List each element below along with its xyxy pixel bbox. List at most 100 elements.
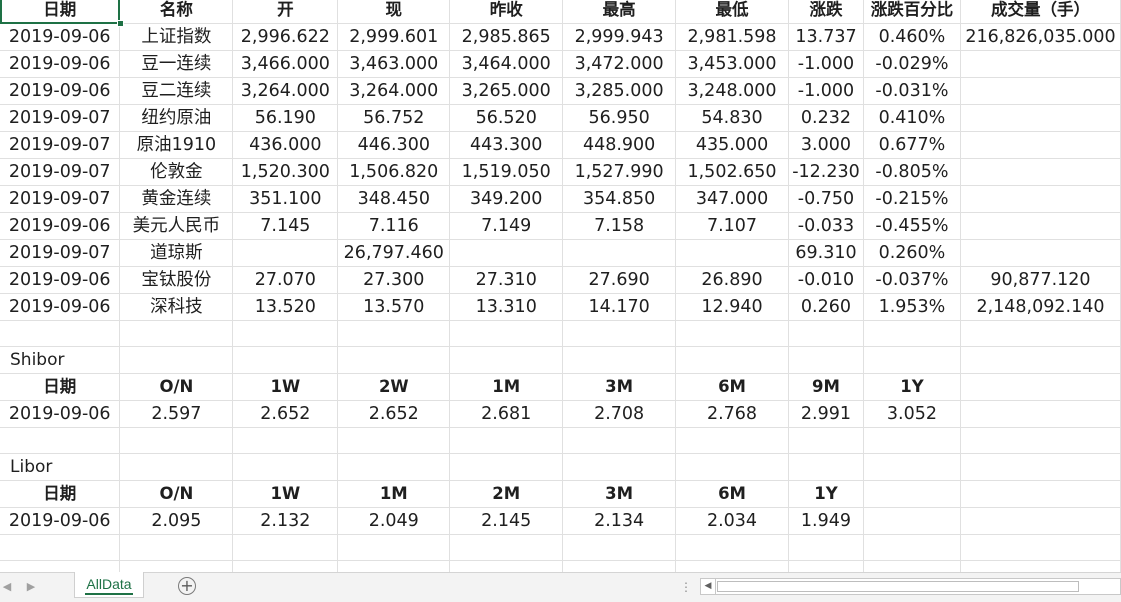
column-header[interactable]: 9M <box>788 373 864 401</box>
column-header[interactable]: 1M <box>337 480 451 508</box>
data-cell[interactable]: 446.300 <box>337 131 451 159</box>
data-cell[interactable]: 0.410% <box>863 104 961 132</box>
empty-cell[interactable] <box>788 320 864 347</box>
empty-cell[interactable] <box>863 427 961 454</box>
data-cell[interactable]: 7.107 <box>675 212 789 240</box>
data-cell[interactable]: 0.260 <box>788 293 864 321</box>
empty-cell[interactable] <box>960 346 1121 374</box>
empty-cell[interactable] <box>960 560 1121 572</box>
data-cell[interactable]: 13.310 <box>449 293 564 321</box>
empty-cell[interactable] <box>337 320 451 347</box>
column-header[interactable]: 日期 <box>0 373 121 401</box>
data-cell[interactable] <box>449 239 564 267</box>
data-cell[interactable]: 436.000 <box>232 131 339 159</box>
data-cell[interactable]: 1,520.300 <box>232 158 339 186</box>
data-cell[interactable]: 3.000 <box>788 131 864 159</box>
data-cell[interactable]: 13.520 <box>232 293 339 321</box>
data-cell[interactable]: 1.949 <box>788 507 864 535</box>
data-cell[interactable]: 27.310 <box>449 266 564 294</box>
spreadsheet-grid[interactable]: 日期 名称开现昨收 最高 最低 涨跌 涨跌百分比 成交量（手） 2019-09-06 上证指数 2… <box>0 0 1121 572</box>
data-cell[interactable]: 3,466.000 <box>232 50 339 78</box>
data-cell[interactable]: 2,985.865 <box>449 23 564 51</box>
data-cell[interactable]: 美元人民币 <box>119 212 234 240</box>
data-cell[interactable]: 13.737 <box>788 23 864 51</box>
empty-cell[interactable] <box>232 560 339 572</box>
data-cell[interactable]: -0.215% <box>863 185 961 213</box>
empty-cell[interactable] <box>119 320 234 347</box>
data-cell[interactable]: 黄金连续 <box>119 185 234 213</box>
data-cell[interactable]: -0.750 <box>788 185 864 213</box>
empty-cell[interactable] <box>449 560 564 572</box>
empty-cell[interactable] <box>337 534 451 561</box>
data-cell[interactable] <box>960 158 1121 186</box>
data-cell[interactable]: 2019-09-06 <box>0 212 121 240</box>
sheet-tab-alldata[interactable]: AllData <box>74 572 144 598</box>
data-cell[interactable]: 2.095 <box>119 507 234 535</box>
scrollbar-thumb[interactable] <box>717 581 1079 592</box>
data-cell[interactable]: 豆二连续 <box>119 77 234 105</box>
triangle-left-icon[interactable]: ◀ <box>701 579 716 594</box>
data-cell[interactable]: 26,797.460 <box>337 239 451 267</box>
column-header[interactable]: 最低 <box>675 0 789 24</box>
data-cell[interactable]: 上证指数 <box>119 23 234 51</box>
empty-cell[interactable] <box>788 560 864 572</box>
empty-cell[interactable] <box>232 320 339 347</box>
empty-cell[interactable] <box>562 320 677 347</box>
data-cell[interactable]: 3.052 <box>863 400 961 428</box>
section-title[interactable]: Shibor <box>0 346 121 374</box>
data-cell[interactable]: 2019-09-07 <box>0 239 121 267</box>
data-cell[interactable]: 27.690 <box>562 266 677 294</box>
column-header[interactable]: 1Y <box>788 480 864 508</box>
data-cell[interactable]: 2,999.943 <box>562 23 677 51</box>
empty-cell[interactable] <box>960 320 1121 347</box>
data-cell[interactable]: 216,826,035.000 <box>960 23 1121 51</box>
data-cell[interactable]: 7.116 <box>337 212 451 240</box>
empty-cell[interactable] <box>232 534 339 561</box>
data-cell[interactable] <box>960 50 1121 78</box>
data-cell[interactable] <box>960 131 1121 159</box>
data-cell[interactable]: 0.260% <box>863 239 961 267</box>
empty-cell[interactable] <box>960 427 1121 454</box>
empty-cell[interactable] <box>675 453 789 481</box>
chevron-right-icon[interactable]: ▶ <box>26 580 36 593</box>
data-cell[interactable]: 3,264.000 <box>337 77 451 105</box>
data-cell[interactable]: 0.677% <box>863 131 961 159</box>
data-cell[interactable]: 3,264.000 <box>232 77 339 105</box>
column-header[interactable]: O/N <box>119 373 234 401</box>
data-cell[interactable]: 3,472.000 <box>562 50 677 78</box>
data-cell[interactable]: 2,999.601 <box>337 23 451 51</box>
empty-cell[interactable] <box>863 507 961 535</box>
data-cell[interactable] <box>960 77 1121 105</box>
data-cell[interactable]: 0.460% <box>863 23 961 51</box>
empty-cell[interactable] <box>119 427 234 454</box>
data-cell[interactable]: 2.049 <box>337 507 451 535</box>
column-header[interactable]: 日期 <box>0 0 121 24</box>
data-cell[interactable]: 2019-09-06 <box>0 50 121 78</box>
empty-cell[interactable] <box>562 534 677 561</box>
data-cell[interactable] <box>960 185 1121 213</box>
data-cell[interactable]: -0.805% <box>863 158 961 186</box>
data-cell[interactable]: 2.034 <box>675 507 789 535</box>
column-header[interactable]: 1W <box>232 373 339 401</box>
data-cell[interactable]: -0.031% <box>863 77 961 105</box>
column-header[interactable]: 3M <box>562 373 677 401</box>
column-header[interactable]: 2W <box>337 373 451 401</box>
data-cell[interactable] <box>960 104 1121 132</box>
empty-cell[interactable] <box>863 320 961 347</box>
data-cell[interactable]: 56.950 <box>562 104 677 132</box>
data-cell[interactable]: -0.029% <box>863 50 961 78</box>
data-cell[interactable] <box>675 239 789 267</box>
column-header[interactable]: 6M <box>675 373 789 401</box>
empty-cell[interactable] <box>0 320 121 347</box>
empty-cell[interactable] <box>119 560 234 572</box>
empty-cell[interactable] <box>788 534 864 561</box>
empty-cell[interactable] <box>960 373 1121 401</box>
empty-cell[interactable] <box>232 427 339 454</box>
vertical-dots-icon[interactable]: ⋮ <box>680 580 692 594</box>
data-cell[interactable]: -1.000 <box>788 50 864 78</box>
data-cell[interactable]: 3,464.000 <box>449 50 564 78</box>
empty-cell[interactable] <box>788 346 864 374</box>
data-cell[interactable]: 2.134 <box>562 507 677 535</box>
data-cell[interactable]: 69.310 <box>788 239 864 267</box>
data-cell[interactable]: 13.570 <box>337 293 451 321</box>
